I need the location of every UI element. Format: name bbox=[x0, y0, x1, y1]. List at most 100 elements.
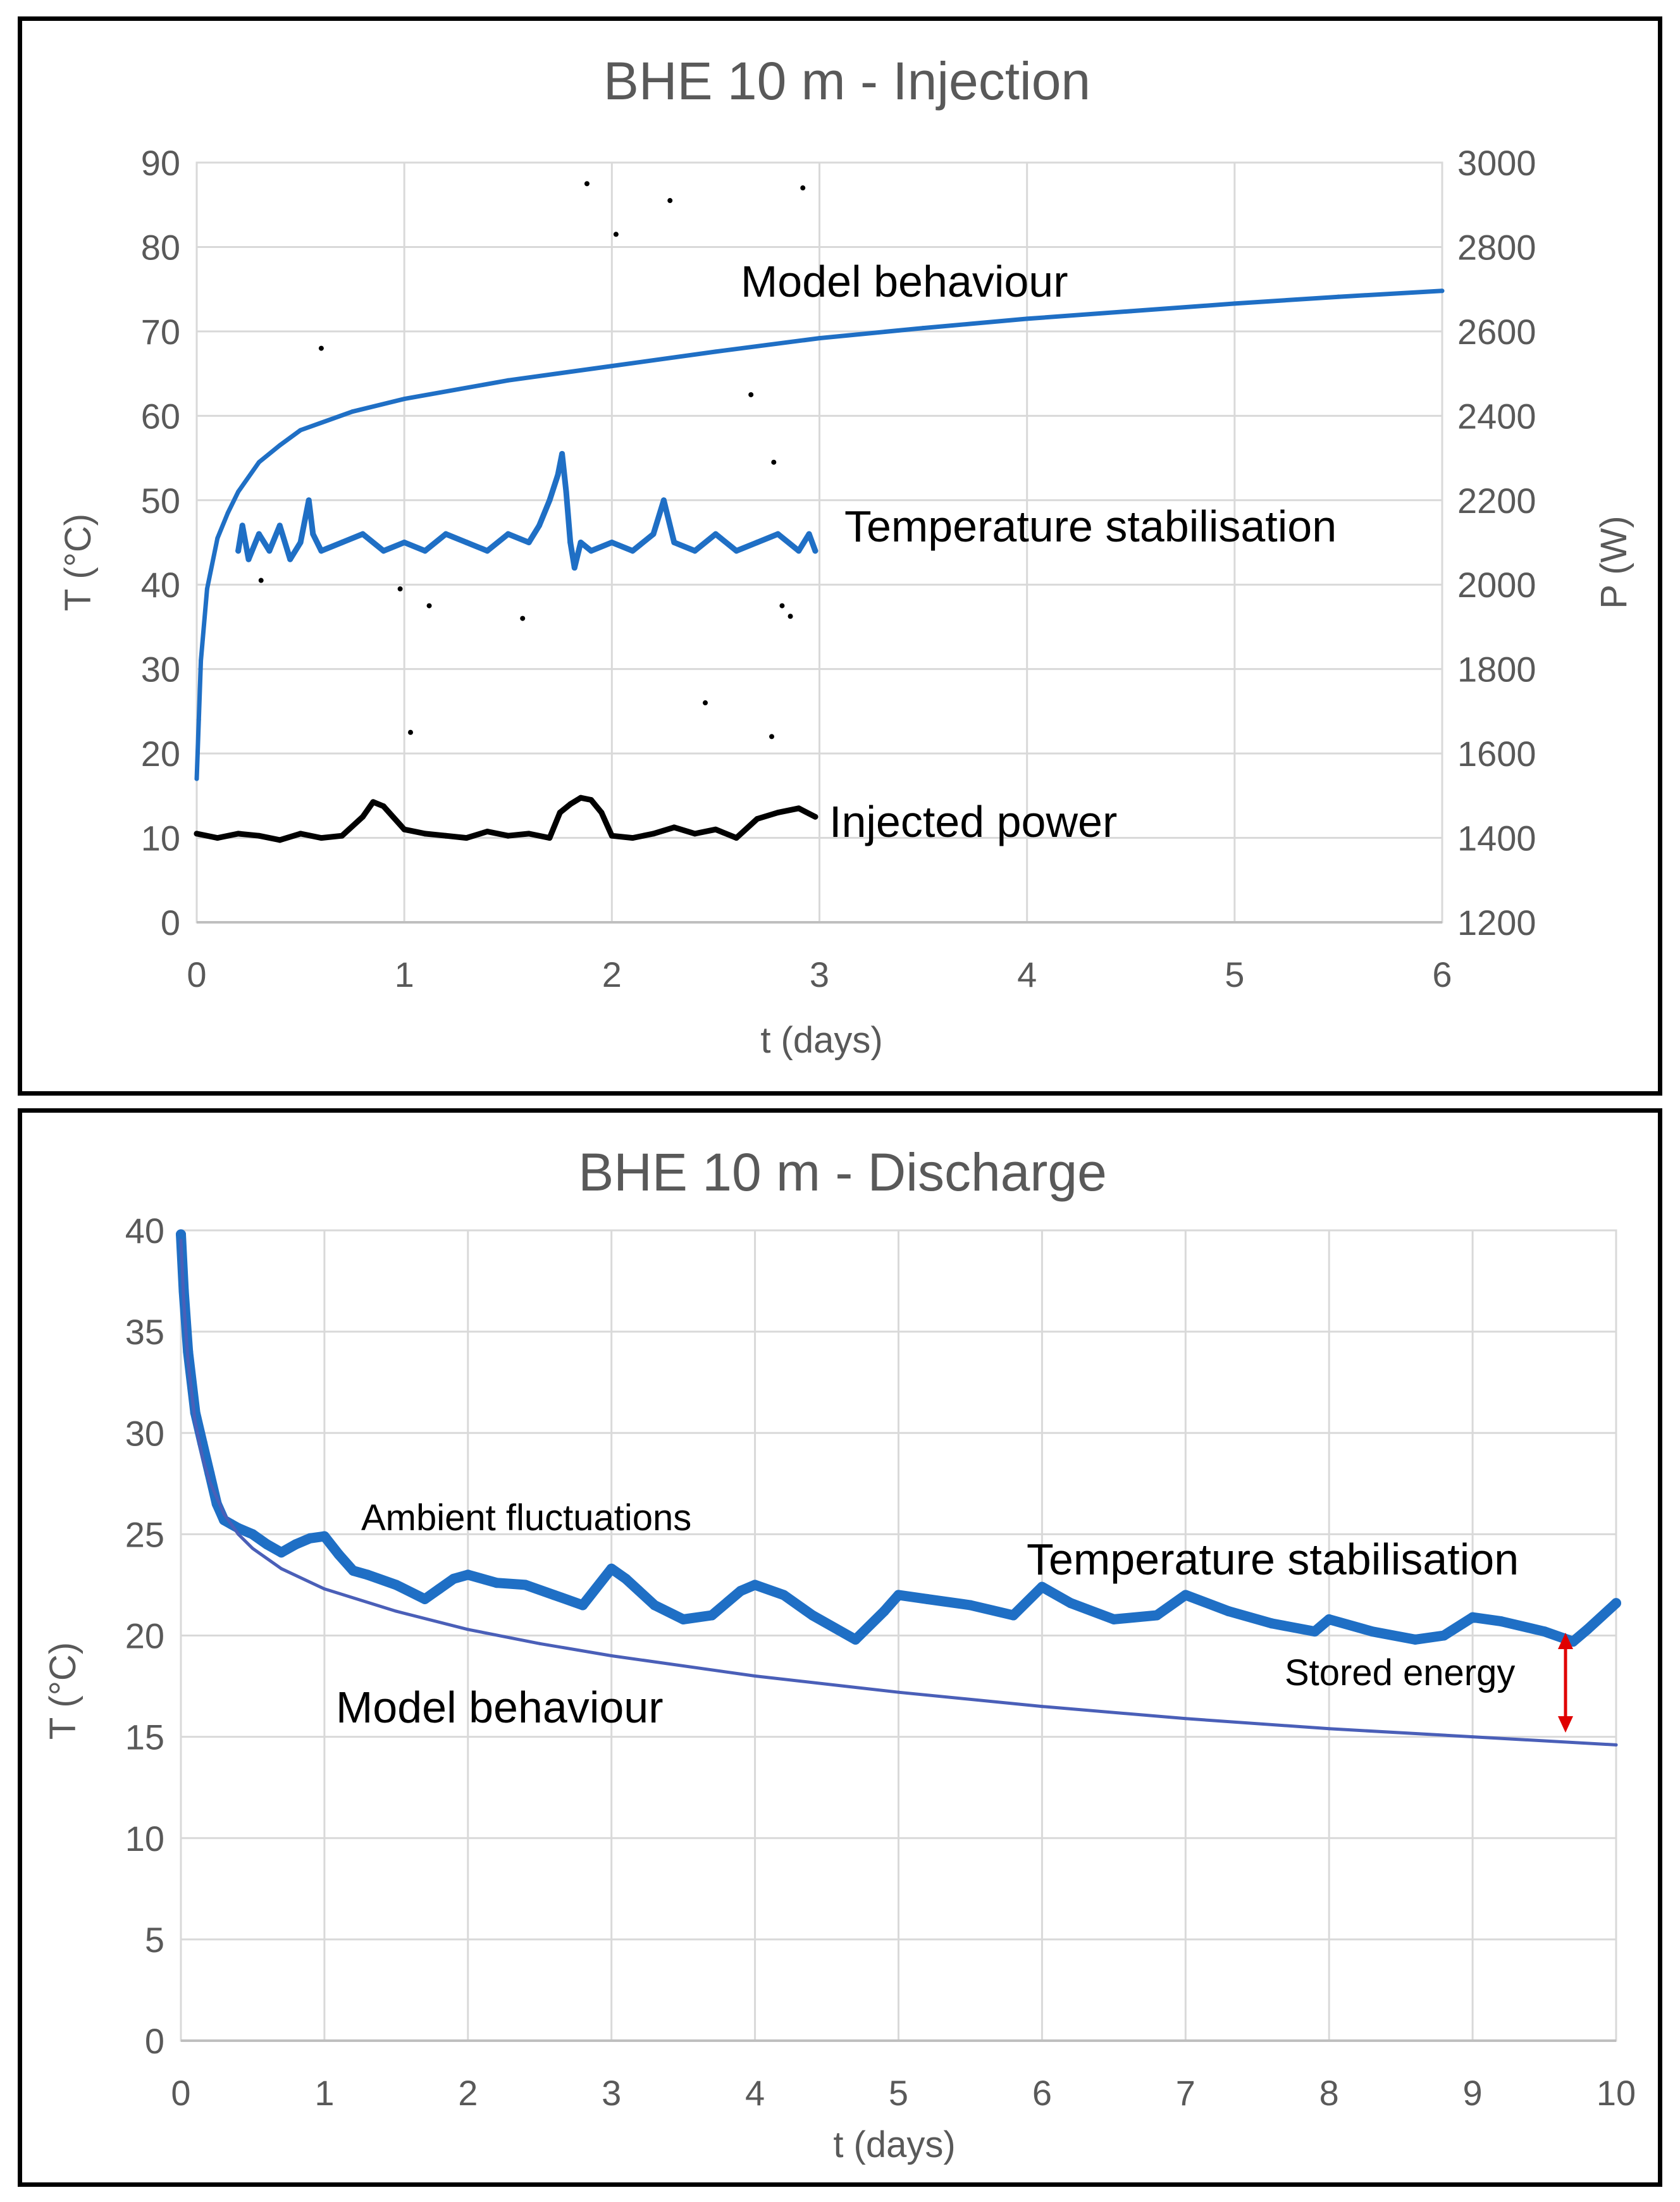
data-point-temperature-stabilisation bbox=[1410, 1634, 1421, 1645]
data-point-injected-power bbox=[256, 832, 262, 839]
x-tick-label: 4 bbox=[745, 2073, 765, 2113]
data-point-temperature-stabilisation bbox=[256, 531, 262, 537]
data-point-injected-power bbox=[276, 837, 283, 843]
data-point-injected-power bbox=[194, 831, 200, 837]
data-point-temperature-stabilisation bbox=[491, 1578, 502, 1588]
data-point-injected-power bbox=[608, 832, 615, 839]
data-point-injected-power bbox=[775, 810, 781, 816]
y2-tick-label: 1800 bbox=[1457, 650, 1536, 690]
data-point-temperature-stabilisation bbox=[555, 472, 561, 478]
data-point-model-behaviour bbox=[237, 1532, 240, 1536]
scatter-point bbox=[318, 345, 324, 351]
scatter-point bbox=[520, 615, 526, 621]
grid bbox=[180, 1229, 1617, 2042]
data-point-temperature-stabilisation bbox=[812, 548, 818, 554]
data-point-injected-power bbox=[464, 835, 470, 841]
data-point-temperature-stabilisation bbox=[629, 548, 636, 554]
scatter-point bbox=[408, 729, 414, 735]
x-tick-label: 7 bbox=[1176, 2073, 1195, 2113]
data-point-temperature-stabilisation bbox=[750, 1580, 760, 1590]
x-tick-label: 9 bbox=[1463, 2073, 1483, 2113]
series-layer bbox=[194, 181, 1445, 843]
data-point-injected-power bbox=[443, 832, 449, 839]
data-point-model-behaviour bbox=[1327, 1727, 1331, 1731]
data-point-temperature-stabilisation bbox=[245, 556, 252, 562]
x-tick-label: 1 bbox=[395, 955, 414, 994]
data-point-temperature-stabilisation bbox=[548, 1590, 559, 1600]
x-tick-label: 0 bbox=[187, 955, 206, 994]
x-tick-label: 2 bbox=[458, 2073, 478, 2113]
data-point-temperature-stabilisation bbox=[462, 1569, 473, 1580]
data-point-temperature-stabilisation bbox=[588, 548, 595, 554]
data-point-temperature-stabilisation bbox=[578, 1600, 588, 1611]
data-point-temperature-stabilisation bbox=[360, 531, 366, 537]
y2-tick-label: 3000 bbox=[1457, 143, 1536, 183]
data-point-temperature-stabilisation bbox=[965, 1600, 975, 1611]
data-point-temperature-stabilisation bbox=[1611, 1598, 1621, 1609]
y-axis-ticks: 0 10 20 30 40 50 60 70 80 90 bbox=[141, 143, 180, 943]
chart-title: BHE 10 m - Discharge bbox=[578, 1142, 1107, 1202]
data-point-temperature-stabilisation bbox=[1324, 1614, 1335, 1624]
data-point-model-behaviour bbox=[277, 443, 282, 448]
data-point-injected-power bbox=[692, 831, 698, 837]
scatter-point bbox=[667, 198, 673, 204]
data-point-temperature-stabilisation bbox=[796, 548, 802, 554]
data-point-injected-power bbox=[796, 805, 802, 812]
data-point-injected-power bbox=[318, 835, 324, 841]
data-point-model-behaviour bbox=[394, 1609, 398, 1613]
scatter-point bbox=[771, 459, 777, 465]
x-tick-label: 5 bbox=[889, 2073, 908, 2113]
data-point-temperature-stabilisation bbox=[893, 1590, 904, 1600]
data-point-model-behaviour bbox=[199, 658, 204, 663]
data-point-temperature-stabilisation bbox=[1065, 1598, 1076, 1609]
data-point-model-behaviour bbox=[182, 1299, 186, 1303]
data-point-temperature-stabilisation bbox=[505, 531, 511, 537]
y2-tick-label: 1600 bbox=[1457, 734, 1536, 774]
scatter-point bbox=[258, 578, 264, 583]
data-point-temperature-stabilisation bbox=[649, 1600, 660, 1611]
scatter-point bbox=[613, 232, 619, 237]
data-point-temperature-stabilisation bbox=[707, 1610, 717, 1621]
data-point-model-behaviour bbox=[1440, 288, 1445, 294]
data-point-model-behaviour bbox=[298, 428, 303, 433]
data-point-injected-power bbox=[526, 831, 532, 837]
data-point-temperature-stabilisation bbox=[671, 540, 677, 545]
data-point-temperature-stabilisation bbox=[567, 540, 574, 545]
injection-chart: BHE 10 m - Injection 0102030405060708090… bbox=[58, 51, 1634, 1061]
data-point-model-behaviour bbox=[897, 1690, 900, 1694]
data-point-temperature-stabilisation bbox=[733, 548, 739, 554]
data-point-temperature-stabilisation bbox=[1008, 1610, 1019, 1621]
y-tick-label: 0 bbox=[161, 903, 180, 943]
data-point-temperature-stabilisation bbox=[735, 1586, 746, 1597]
data-point-model-behaviour bbox=[817, 336, 822, 341]
data-point-model-behaviour bbox=[1128, 309, 1133, 314]
data-point-model-behaviour bbox=[466, 1628, 470, 1631]
data-point-injected-power bbox=[547, 835, 553, 841]
chart-title: BHE 10 m - Injection bbox=[603, 51, 1090, 111]
data-point-temperature-stabilisation bbox=[310, 531, 316, 537]
data-point-temperature-stabilisation bbox=[692, 548, 698, 554]
data-point-temperature-stabilisation bbox=[1180, 1590, 1191, 1600]
data-point-injected-power bbox=[567, 801, 574, 807]
data-point-model-behaviour bbox=[201, 1456, 204, 1459]
data-point-temperature-stabilisation bbox=[348, 1566, 359, 1576]
y-tick-label: 5 bbox=[145, 1920, 164, 1960]
annotation-model-behaviour: Model behaviour bbox=[741, 257, 1068, 306]
data-point-temperature-stabilisation bbox=[290, 1539, 301, 1550]
data-point-temperature-stabilisation bbox=[806, 531, 812, 537]
data-point-model-behaviour bbox=[196, 717, 201, 722]
data-point-temperature-stabilisation bbox=[318, 548, 324, 554]
data-point-injected-power bbox=[712, 826, 719, 832]
y-tick-label: 50 bbox=[141, 481, 180, 521]
data-point-model-behaviour bbox=[207, 1480, 211, 1483]
data-point-temperature-stabilisation bbox=[262, 1539, 273, 1550]
y-tick-label: 15 bbox=[125, 1717, 164, 1757]
data-point-temperature-stabilisation bbox=[1367, 1626, 1378, 1637]
y-axis-label: T (°C) bbox=[58, 514, 99, 611]
data-point-model-behaviour bbox=[1040, 1705, 1044, 1709]
y2-tick-label: 1200 bbox=[1457, 903, 1536, 943]
data-point-model-behaviour bbox=[225, 510, 230, 516]
data-point-temperature-stabilisation bbox=[547, 497, 553, 504]
data-point-model-behaviour bbox=[505, 378, 510, 383]
